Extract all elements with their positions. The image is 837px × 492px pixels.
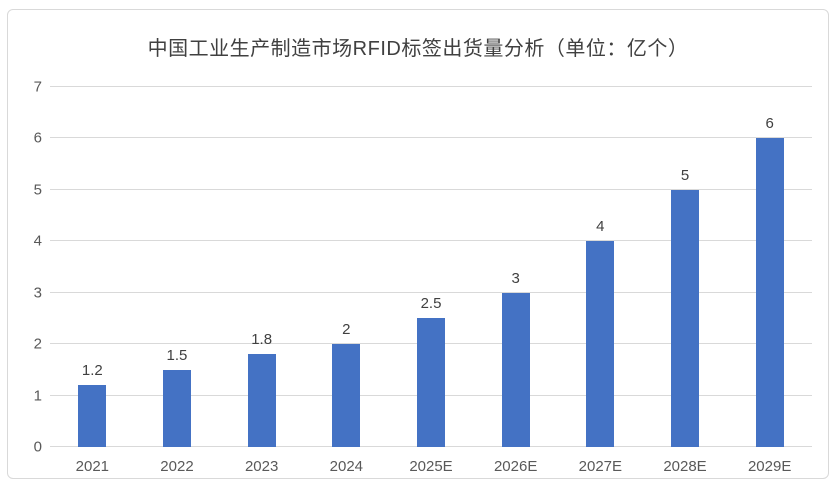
- x-tick-label: 2023: [244, 458, 279, 475]
- y-tick-label: 5: [33, 181, 42, 199]
- y-tick-label: 6: [33, 129, 42, 147]
- bar-value-label: 2: [342, 321, 351, 339]
- bar: [332, 344, 361, 447]
- x-tick-label: 2026E: [493, 458, 538, 475]
- bar-value-label: 2.5: [420, 295, 442, 313]
- plot-area: 1.2 1.5 1.8 2 2.5 3 4 5 6: [50, 86, 812, 447]
- bar-value-label: 4: [596, 218, 605, 236]
- y-tick-label: 1: [33, 387, 42, 405]
- y-tick-label: 2: [33, 335, 42, 353]
- y-tick-label: 4: [33, 232, 42, 250]
- x-tick-label: 2025E: [409, 458, 453, 475]
- x-tick-label: 2021: [75, 458, 110, 475]
- gridline: [50, 188, 812, 190]
- gridline: [50, 291, 812, 293]
- x-tick-label: 2027E: [578, 458, 623, 475]
- y-tick-label: 0: [33, 438, 42, 456]
- bar-value-label: 6: [765, 115, 774, 133]
- bar: [247, 354, 276, 447]
- gridline: [50, 137, 812, 139]
- x-tick-label: 2022: [160, 458, 194, 475]
- x-tick-label: 2024: [329, 458, 364, 475]
- gridline: [50, 240, 812, 242]
- bar-value-label: 3: [511, 269, 520, 287]
- x-tick-label: 2029E: [747, 458, 792, 475]
- y-axis: 0 1 2 3 4 5 6 7: [8, 80, 42, 455]
- bar-value-label: 1.8: [251, 331, 273, 349]
- bar: [501, 292, 530, 447]
- bar: [417, 318, 445, 447]
- bar-value-label: 1.2: [81, 362, 103, 380]
- x-axis: 2021 2022 2023 2024 2025E 2026E 2027E 2028E 2029…: [50, 459, 812, 479]
- y-tick-label: 7: [33, 78, 42, 96]
- chart-container: 中国工业生产制造市场RFID标签出货量分析（单位：亿个） 0 1 2 3 4 5 6 7 1.…: [7, 9, 829, 479]
- bar: [162, 369, 191, 447]
- chart-title: 中国工业生产制造市场RFID标签出货量分析（单位：亿个）: [147, 38, 689, 60]
- bar: [78, 385, 107, 447]
- bar: [671, 189, 699, 447]
- bar: [586, 241, 615, 447]
- bar-value-label: 5: [680, 166, 690, 184]
- gridline: [50, 86, 812, 87]
- bar: [755, 138, 784, 447]
- bar-value-label: 1.5: [166, 346, 188, 364]
- y-tick-label: 3: [33, 284, 42, 302]
- x-tick-label: 2028E: [663, 458, 707, 475]
